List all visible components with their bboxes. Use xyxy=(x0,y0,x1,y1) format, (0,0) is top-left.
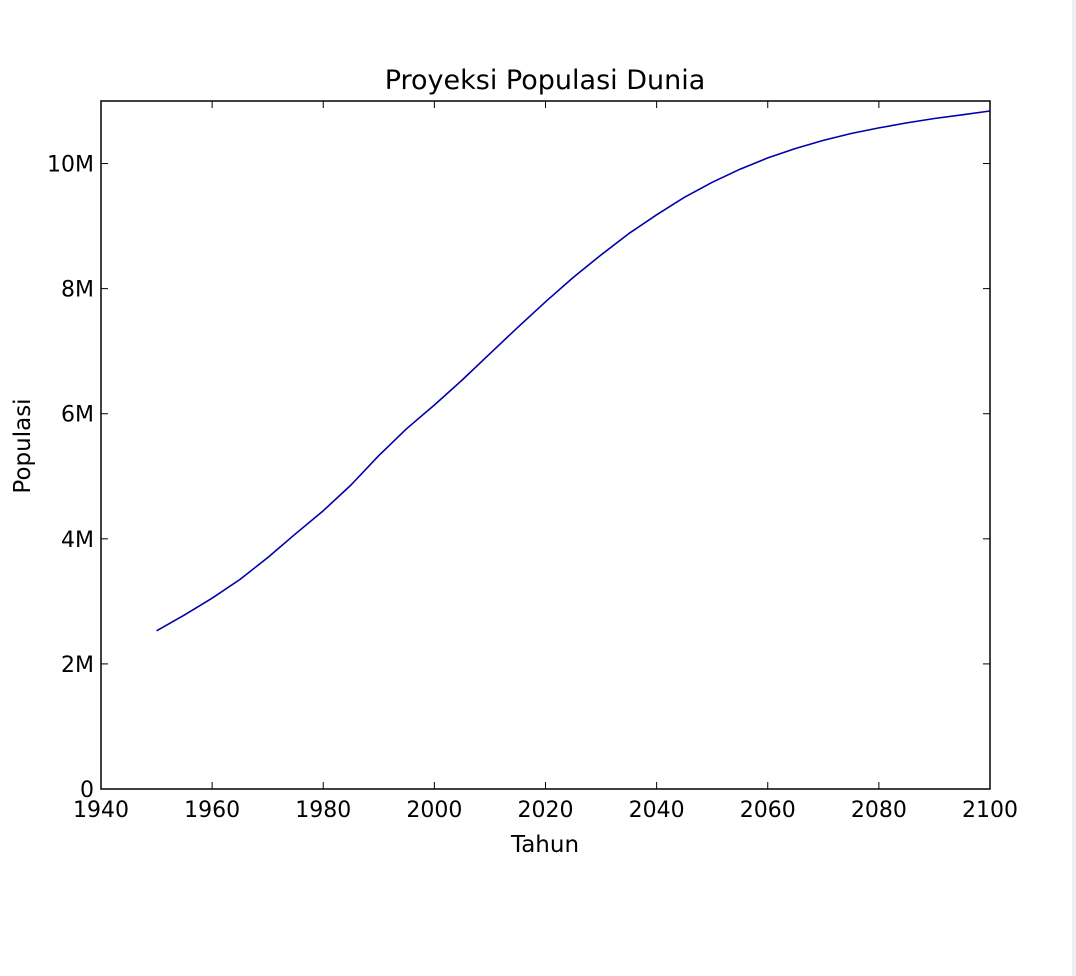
axis-ticks xyxy=(100,101,991,790)
y-axis-label: Populasi xyxy=(10,398,36,493)
x-tick-label: 2000 xyxy=(406,798,462,823)
x-tick-label: 1940 xyxy=(73,798,129,823)
x-tick-label: 2060 xyxy=(740,798,796,823)
y-tick-label: 4M xyxy=(61,528,94,553)
x-tick-label: 2100 xyxy=(962,798,1018,823)
x-tick-label: 2080 xyxy=(851,798,907,823)
window-edge xyxy=(1072,0,1076,976)
chart-title: Proyeksi Populasi Dunia xyxy=(385,65,706,96)
x-axis-label: Tahun xyxy=(510,832,579,858)
y-tick-label: 6M xyxy=(61,403,94,428)
population-line xyxy=(156,110,991,632)
plot-frame xyxy=(100,100,991,790)
series-layer xyxy=(156,110,991,632)
x-tick-label: 1980 xyxy=(295,798,351,823)
tick-labels: 1940 1960 1980 2000 2020 2040 2060 2080 2100 0 2M 4… xyxy=(47,153,1018,823)
y-tick-label: 10M xyxy=(47,153,94,178)
x-tick-label: 2040 xyxy=(629,798,685,823)
x-tick-label: 1960 xyxy=(184,798,240,823)
y-tick-label: 0 xyxy=(80,778,94,803)
x-tick-label: 2020 xyxy=(518,798,574,823)
y-tick-label: 2M xyxy=(61,653,94,678)
y-tick-label: 8M xyxy=(61,278,94,303)
